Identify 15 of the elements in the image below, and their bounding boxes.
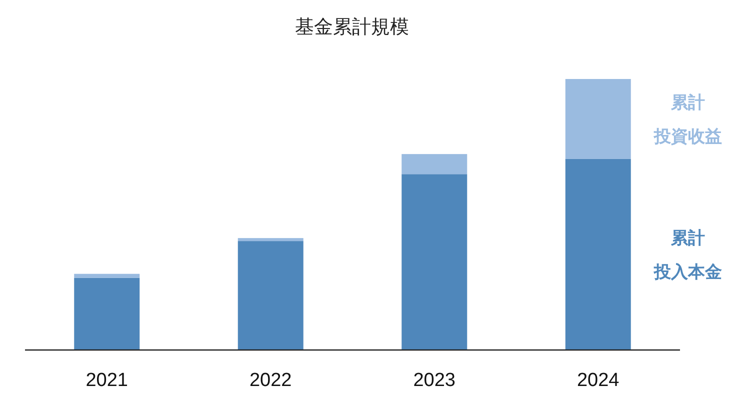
x-tick-label: 2024 [576,370,620,391]
chart-title: 基金累計規模 [295,16,409,38]
bar [402,174,468,350]
x-tick-label: 2021 [86,370,128,391]
bar [238,238,304,242]
bar [74,274,140,278]
bar [565,79,631,159]
bar [565,158,631,350]
x-tick-label: 2022 [249,370,292,391]
series-label: 累計投資收益 [653,92,722,147]
series-label: 累計投入本金 [653,228,722,282]
x-tick-label: 2023 [413,370,456,391]
bar [238,241,304,350]
bar [402,154,468,174]
bar [74,278,140,350]
